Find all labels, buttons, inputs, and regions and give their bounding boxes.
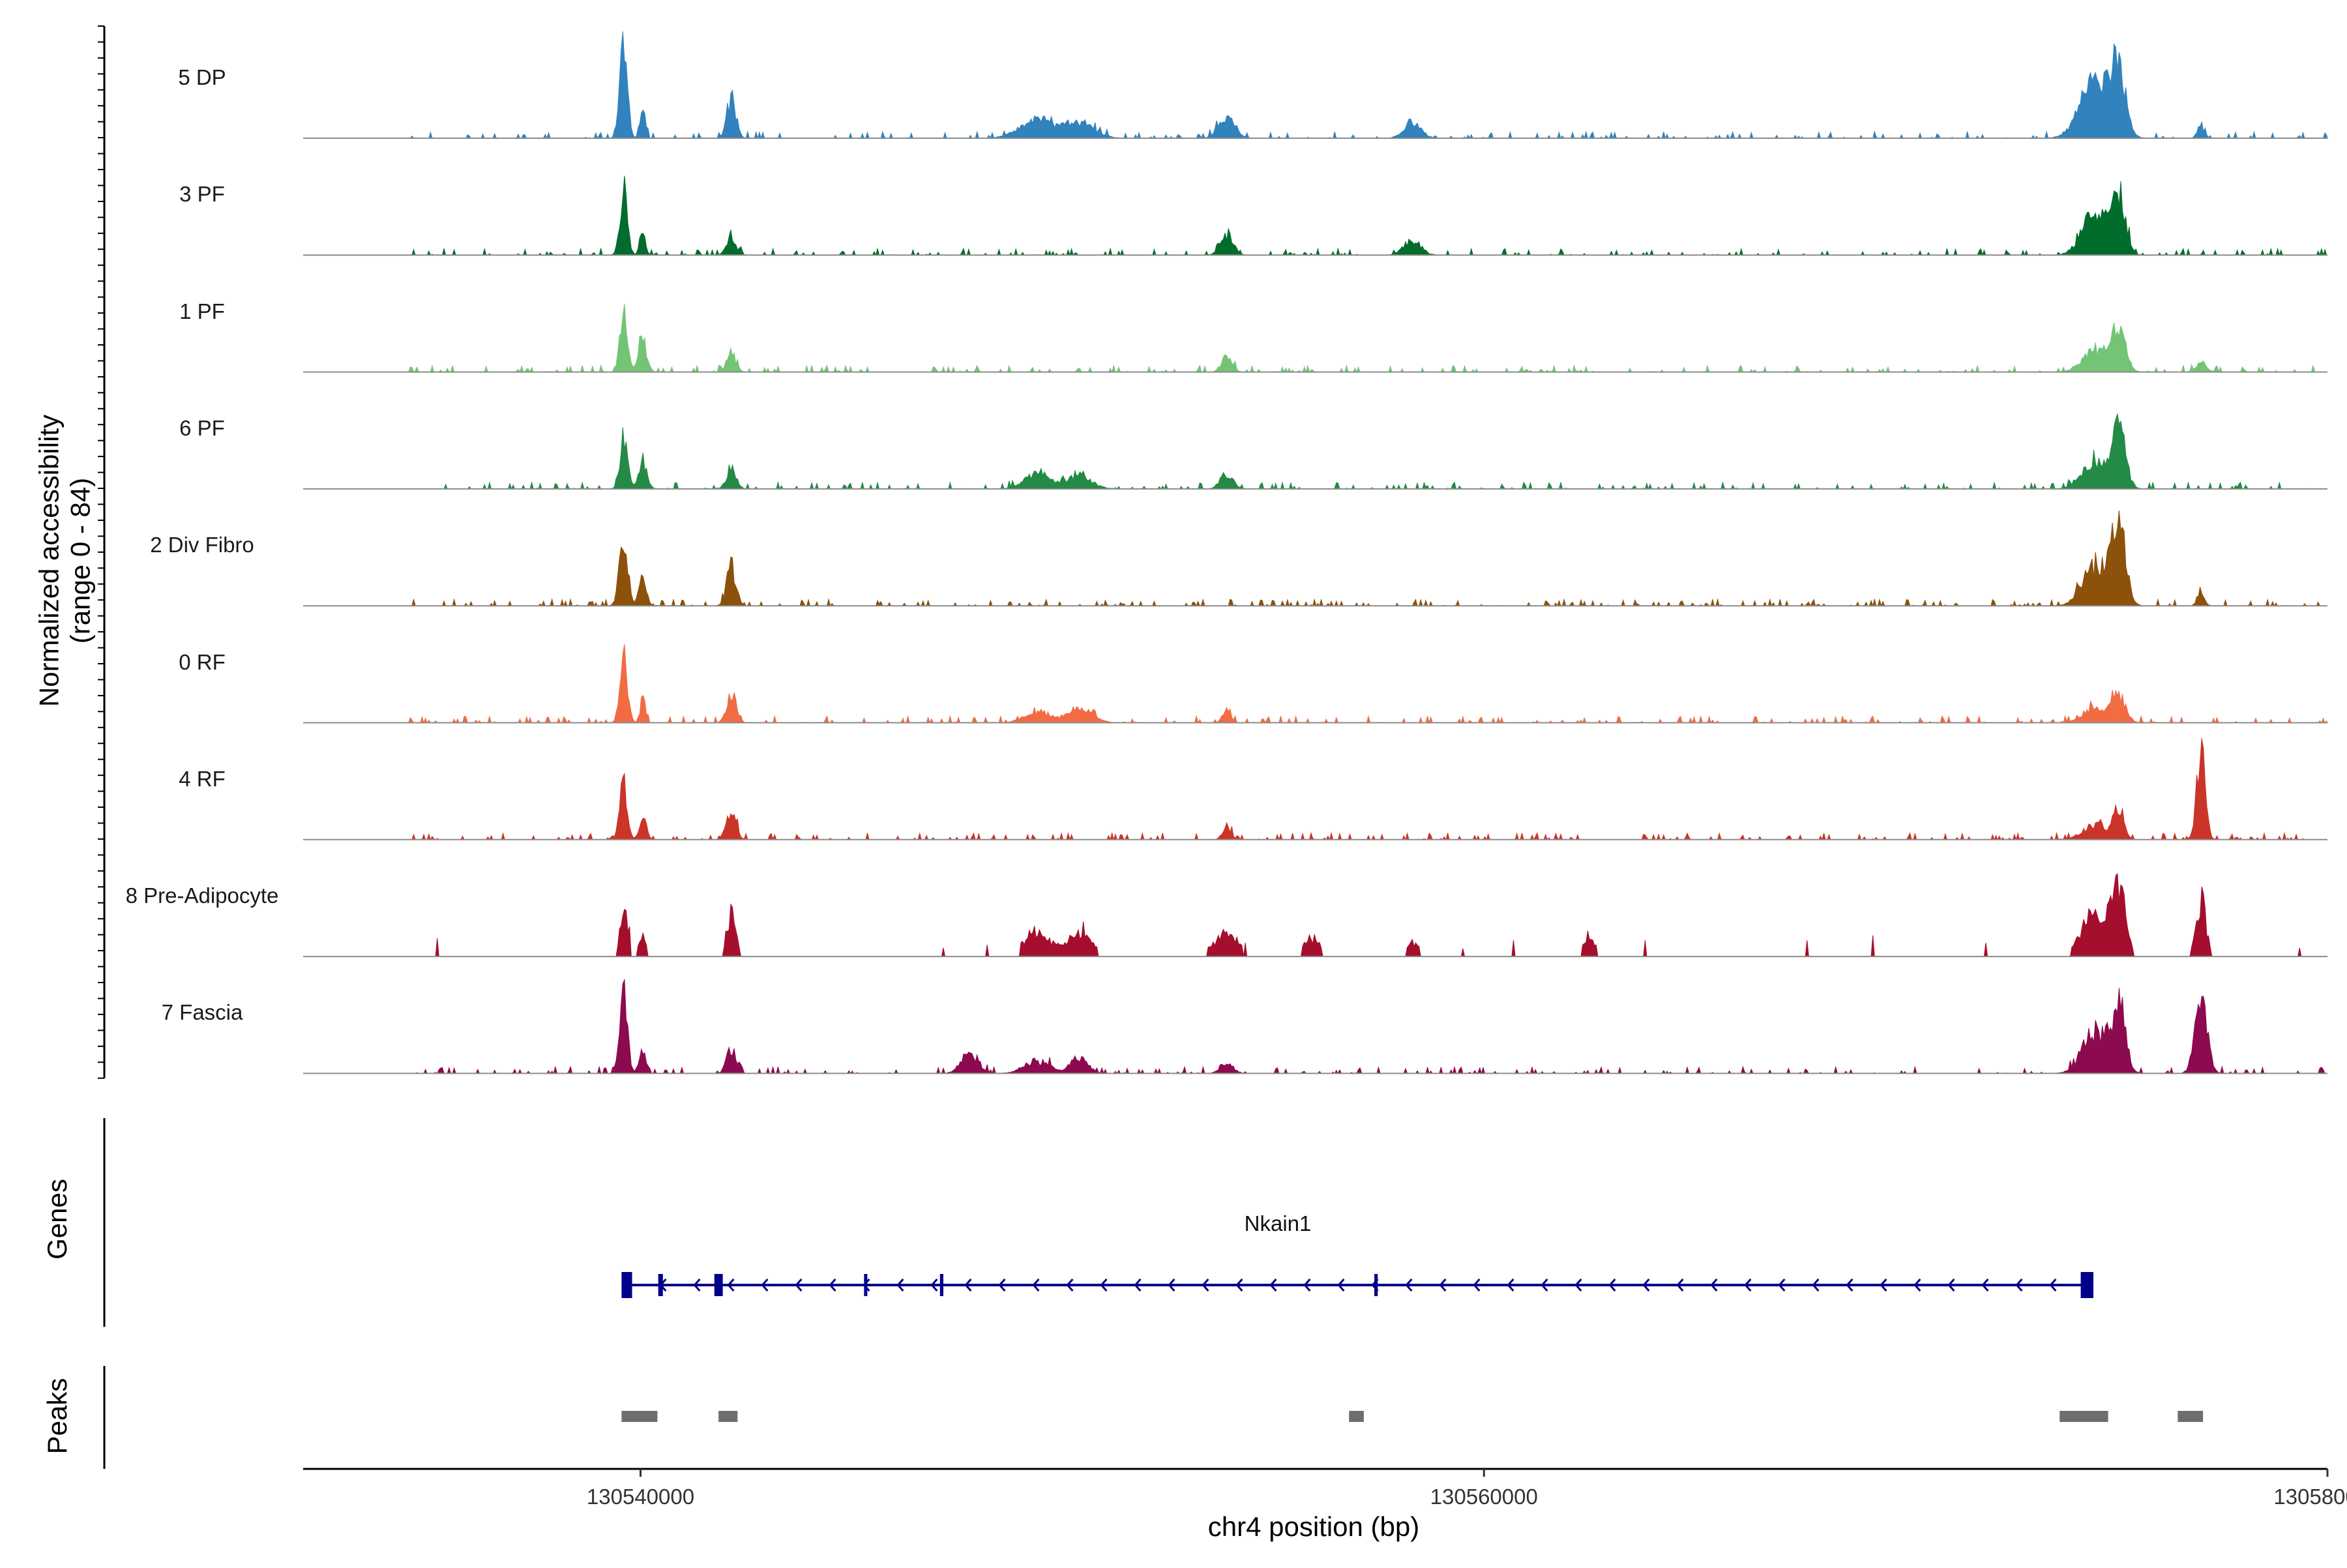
strand-arrow bbox=[930, 1279, 938, 1292]
exon bbox=[714, 1274, 723, 1296]
track-0-rf bbox=[303, 644, 2328, 724]
track-5-dp bbox=[303, 31, 2328, 140]
peak-region bbox=[2177, 1411, 2204, 1422]
track-label: 6 PF bbox=[179, 415, 225, 440]
track-label: 3 PF bbox=[179, 182, 225, 207]
exon bbox=[939, 1274, 943, 1296]
track-label: 7 Fascia bbox=[161, 1000, 243, 1025]
coverage-area bbox=[408, 979, 2327, 1075]
y-axis-title-main: Normalized accessibility bbox=[33, 414, 65, 707]
coverage-area bbox=[408, 175, 2327, 257]
exon bbox=[2080, 1272, 2093, 1298]
track-1-pf bbox=[303, 304, 2327, 374]
strand-arrow bbox=[1947, 1279, 1955, 1292]
strand-arrow bbox=[1812, 1279, 1820, 1292]
track-label: 8 Pre-Adipocyte bbox=[125, 883, 279, 908]
y-axis-title: Normalized accessibility (range 0 - 84) bbox=[34, 415, 97, 707]
peak-region bbox=[621, 1411, 658, 1422]
y-axis-title-range: (range 0 - 84) bbox=[65, 477, 96, 644]
coverage-area bbox=[408, 304, 2327, 374]
strand-arrow bbox=[693, 1279, 701, 1292]
strand-arrow bbox=[1676, 1279, 1684, 1292]
track-6-pf bbox=[303, 413, 2327, 490]
strand-arrow bbox=[1202, 1279, 1209, 1292]
x-tick-label: 130540000 bbox=[586, 1485, 695, 1509]
exon bbox=[658, 1274, 663, 1296]
strand-arrow bbox=[1778, 1279, 1786, 1292]
track-label: 5 DP bbox=[178, 65, 226, 89]
strand-arrow bbox=[1981, 1279, 1989, 1292]
strand-arrow bbox=[964, 1279, 972, 1292]
strand-arrow bbox=[1032, 1279, 1040, 1292]
strand-arrow bbox=[1574, 1279, 1582, 1292]
strand-arrow bbox=[2049, 1279, 2057, 1292]
strand-arrow bbox=[2015, 1279, 2023, 1292]
coverage-area bbox=[408, 413, 2327, 490]
track-7-fascia bbox=[303, 979, 2327, 1075]
exon bbox=[1374, 1274, 1378, 1296]
strand-arrow bbox=[1473, 1279, 1481, 1292]
x-axis-title: chr4 position (bp) bbox=[1207, 1511, 1420, 1542]
strand-arrow bbox=[829, 1279, 836, 1292]
track-8-pre-adipocyte bbox=[303, 872, 2327, 958]
strand-arrow bbox=[1846, 1279, 1853, 1292]
genes-panel-title: Genes bbox=[41, 1179, 72, 1260]
track-2-div-fibro bbox=[303, 510, 2327, 607]
strand-arrow bbox=[998, 1279, 1006, 1292]
strand-arrow bbox=[896, 1279, 904, 1292]
track-label: 0 RF bbox=[179, 649, 226, 674]
track-label: 1 PF bbox=[179, 299, 225, 323]
peak-region bbox=[2059, 1411, 2108, 1422]
coverage-area bbox=[408, 644, 2328, 724]
strand-arrow bbox=[1134, 1279, 1142, 1292]
strand-arrow bbox=[1744, 1279, 1752, 1292]
coverage-area bbox=[408, 738, 2327, 841]
strand-arrow bbox=[1710, 1279, 1718, 1292]
x-tick-label: 130560000 bbox=[1430, 1485, 1538, 1509]
strand-arrow bbox=[795, 1279, 803, 1292]
strand-arrow bbox=[761, 1279, 769, 1292]
strand-arrow bbox=[1913, 1279, 1921, 1292]
strand-arrow bbox=[1439, 1279, 1447, 1292]
track-3-pf bbox=[303, 175, 2327, 257]
strand-arrow bbox=[1303, 1279, 1311, 1292]
coverage-area bbox=[408, 510, 2327, 607]
strand-arrow bbox=[1168, 1279, 1175, 1292]
track-label: 4 RF bbox=[179, 766, 226, 791]
gene-model bbox=[621, 1272, 2093, 1298]
strand-arrow bbox=[727, 1279, 735, 1292]
track-4-rf bbox=[303, 738, 2327, 841]
peaks-panel-title: Peaks bbox=[41, 1378, 72, 1455]
strand-arrow bbox=[1405, 1279, 1413, 1292]
strand-arrow bbox=[1880, 1279, 1887, 1292]
strand-arrow bbox=[1608, 1279, 1616, 1292]
exon bbox=[621, 1272, 632, 1298]
gene-label-nkain1: Nkain1 bbox=[1244, 1211, 1312, 1235]
strand-arrow bbox=[1507, 1279, 1514, 1292]
peak-region bbox=[1349, 1411, 1364, 1422]
strand-arrow bbox=[1066, 1279, 1074, 1292]
strand-arrow bbox=[1269, 1279, 1277, 1292]
strand-arrow bbox=[1100, 1279, 1108, 1292]
strand-arrow bbox=[1541, 1279, 1548, 1292]
coverage-area bbox=[408, 31, 2328, 140]
exon bbox=[864, 1274, 868, 1296]
track-label: 2 Div Fibro bbox=[150, 533, 254, 557]
coverage-area bbox=[408, 872, 2327, 957]
strand-arrow bbox=[1235, 1279, 1243, 1292]
strand-arrow bbox=[1337, 1279, 1345, 1292]
strand-arrow bbox=[1642, 1279, 1650, 1292]
x-tick-label: 130580000 bbox=[2273, 1485, 2347, 1509]
peak-region bbox=[718, 1411, 738, 1422]
